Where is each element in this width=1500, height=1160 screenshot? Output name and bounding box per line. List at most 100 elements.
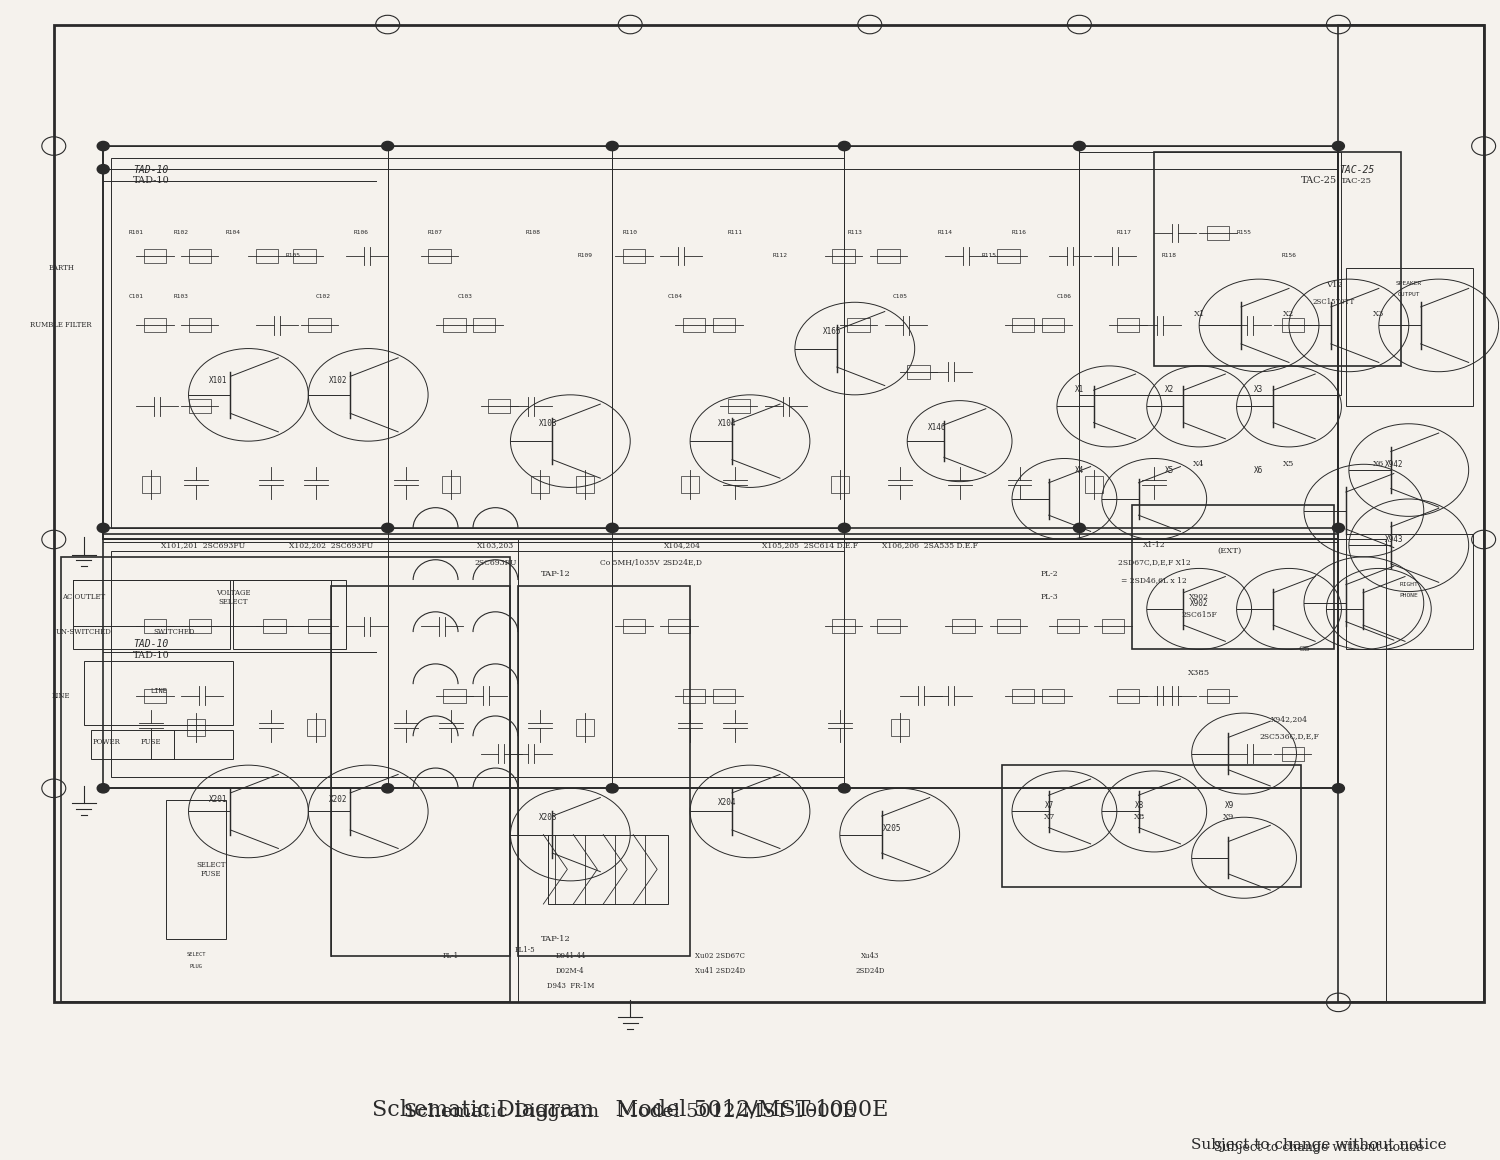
Circle shape	[381, 784, 393, 793]
Text: R106: R106	[352, 231, 368, 235]
Text: R113: R113	[847, 231, 862, 235]
Text: X902: X902	[1190, 599, 1209, 608]
Text: FUSE: FUSE	[141, 738, 162, 746]
Text: X8: X8	[1134, 802, 1144, 810]
Bar	[668, 619, 690, 633]
Bar	[891, 719, 909, 737]
Bar	[1013, 689, 1035, 703]
Text: X201: X201	[209, 796, 228, 804]
Bar	[74, 580, 231, 650]
Text: D943  FR-1M: D943 FR-1M	[546, 983, 594, 991]
Text: X103: X103	[538, 419, 556, 428]
Bar	[189, 249, 211, 263]
Text: R103: R103	[174, 293, 189, 299]
Text: X104,204: X104,204	[664, 542, 700, 550]
Text: Subject to change without notice: Subject to change without notice	[1214, 1140, 1423, 1153]
Text: VOLTAGE
SELECT: VOLTAGE SELECT	[216, 589, 250, 606]
Circle shape	[1332, 784, 1344, 793]
Text: X1: X1	[1194, 310, 1204, 318]
Text: SPEAKER: SPEAKER	[1395, 281, 1422, 285]
Text: PHONE: PHONE	[1400, 594, 1417, 599]
Text: R109: R109	[578, 254, 592, 259]
Bar	[189, 619, 211, 633]
Bar	[1002, 766, 1300, 886]
Text: V12: V12	[1326, 281, 1342, 289]
Bar	[234, 580, 345, 650]
Bar	[1102, 619, 1125, 633]
Text: X1-12: X1-12	[1143, 542, 1166, 550]
Text: X204: X204	[718, 798, 736, 806]
Text: C105: C105	[892, 293, 908, 299]
Text: TAC-25: TAC-25	[1341, 176, 1372, 184]
Bar	[1118, 319, 1140, 333]
Text: C103: C103	[458, 293, 472, 299]
Text: R112: R112	[772, 254, 788, 259]
Bar	[1118, 689, 1140, 703]
Bar	[612, 551, 844, 777]
Bar	[612, 158, 844, 528]
Bar	[548, 834, 668, 904]
Bar	[427, 249, 450, 263]
Bar	[104, 146, 1338, 539]
Circle shape	[1332, 523, 1344, 532]
Text: X7: X7	[1044, 813, 1054, 821]
Bar	[472, 319, 495, 333]
Text: 2SC615F: 2SC615F	[1182, 610, 1216, 618]
Bar	[1042, 689, 1065, 703]
Text: X106,206  2SA535 D.E.F: X106,206 2SA535 D.E.F	[882, 542, 978, 550]
Text: X385: X385	[1188, 668, 1210, 676]
Bar	[1346, 268, 1473, 406]
Bar	[1042, 319, 1065, 333]
Text: X103,203: X103,203	[477, 542, 514, 550]
Bar	[998, 249, 1020, 263]
Text: TAD-10: TAD-10	[134, 165, 168, 175]
Text: X3: X3	[1254, 385, 1263, 393]
Bar	[308, 719, 326, 737]
Bar	[998, 619, 1020, 633]
Bar	[488, 399, 510, 413]
Text: RUMBLE FILTER: RUMBLE FILTER	[30, 321, 92, 329]
Text: PL-2: PL-2	[1041, 571, 1059, 578]
Bar	[518, 539, 1386, 1002]
Text: X943: X943	[1384, 535, 1402, 544]
Text: PLUG: PLUG	[189, 964, 202, 969]
Bar	[1058, 619, 1080, 633]
Text: R107: R107	[427, 231, 442, 235]
Bar	[84, 661, 234, 725]
Text: R110: R110	[622, 231, 638, 235]
Circle shape	[381, 523, 393, 532]
Bar	[111, 158, 387, 528]
Text: R102: R102	[174, 231, 189, 235]
Text: X9: X9	[1224, 813, 1234, 821]
Circle shape	[1332, 142, 1344, 151]
Text: X146: X146	[928, 422, 946, 432]
Text: Co 5MH/1035V: Co 5MH/1035V	[600, 559, 660, 566]
Bar	[728, 399, 750, 413]
Bar	[1338, 24, 1484, 1002]
Bar	[682, 689, 705, 703]
Text: C101: C101	[129, 293, 144, 299]
Bar	[62, 557, 510, 1002]
Text: TAC-25: TAC-25	[1338, 165, 1374, 175]
Bar	[104, 539, 1338, 789]
Bar	[92, 731, 174, 760]
Text: (EXT): (EXT)	[1216, 548, 1240, 556]
Bar	[189, 399, 211, 413]
Text: R116: R116	[1013, 231, 1028, 235]
Bar	[442, 689, 465, 703]
Text: X165: X165	[824, 327, 842, 335]
Circle shape	[1074, 523, 1086, 532]
Text: R108: R108	[525, 231, 540, 235]
Text: X1: X1	[1076, 385, 1084, 393]
Text: UN-SWITCHED: UN-SWITCHED	[56, 628, 111, 636]
Text: X105,205  2SC614 D.E.F: X105,205 2SC614 D.E.F	[762, 542, 858, 550]
Bar	[1155, 152, 1401, 365]
Text: X205: X205	[884, 825, 902, 833]
Text: LINE: LINE	[150, 688, 166, 695]
Bar	[831, 476, 849, 493]
Text: D02M-4: D02M-4	[556, 967, 585, 976]
Bar	[54, 24, 1484, 1002]
Bar	[309, 319, 332, 333]
Text: TAP-12: TAP-12	[540, 935, 570, 943]
Text: R156: R156	[1281, 254, 1296, 259]
